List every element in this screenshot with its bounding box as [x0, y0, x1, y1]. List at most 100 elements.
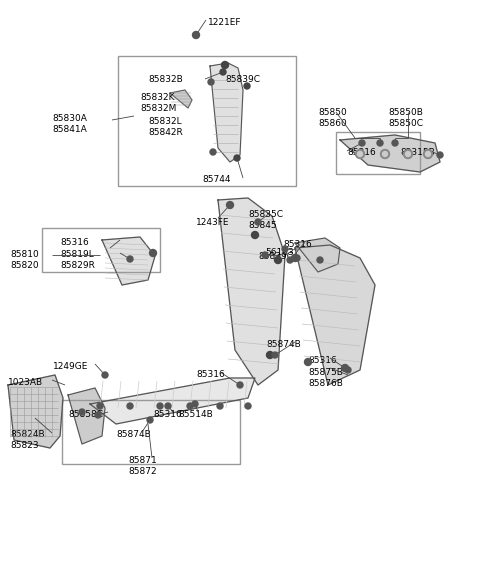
Circle shape: [234, 155, 240, 161]
Text: 85829R: 85829R: [60, 261, 95, 270]
Polygon shape: [170, 90, 192, 108]
Circle shape: [227, 202, 233, 209]
Polygon shape: [295, 238, 340, 272]
Circle shape: [217, 403, 223, 409]
Text: 82315B: 82315B: [400, 148, 435, 157]
Text: 1221EF: 1221EF: [208, 18, 241, 27]
Circle shape: [404, 150, 412, 158]
Circle shape: [208, 79, 214, 85]
Circle shape: [291, 254, 299, 261]
Polygon shape: [8, 375, 63, 448]
Text: 1249GE: 1249GE: [53, 362, 88, 371]
Circle shape: [341, 365, 348, 372]
Text: 85839C: 85839C: [258, 252, 293, 261]
Text: 85858C: 85858C: [68, 410, 103, 419]
Text: 85316: 85316: [283, 240, 312, 249]
Text: 85835C: 85835C: [248, 210, 283, 219]
Text: 1243FE: 1243FE: [196, 218, 229, 227]
Circle shape: [192, 401, 198, 407]
Circle shape: [97, 403, 103, 409]
Text: 85514B: 85514B: [178, 410, 213, 419]
Text: 85744: 85744: [202, 175, 230, 184]
Circle shape: [437, 152, 443, 158]
Text: 85871: 85871: [128, 456, 157, 465]
Circle shape: [192, 31, 200, 39]
Circle shape: [255, 219, 261, 225]
Circle shape: [406, 151, 410, 157]
Text: 85850: 85850: [318, 108, 347, 117]
Circle shape: [377, 140, 383, 146]
Text: 85875B: 85875B: [308, 368, 343, 377]
Text: 85850B: 85850B: [388, 108, 423, 117]
Circle shape: [304, 358, 312, 365]
Circle shape: [275, 257, 281, 264]
Text: 56183: 56183: [265, 248, 294, 257]
Bar: [62, 400, 240, 464]
Text: 85830A: 85830A: [52, 114, 87, 123]
Circle shape: [317, 257, 323, 263]
Polygon shape: [102, 237, 155, 285]
Text: 85832B: 85832B: [148, 75, 183, 84]
Text: 85842R: 85842R: [148, 128, 183, 137]
Text: 85316: 85316: [347, 148, 376, 157]
Circle shape: [383, 151, 387, 157]
Circle shape: [102, 372, 108, 378]
Bar: [42, 228, 160, 272]
Text: 85860: 85860: [318, 119, 347, 128]
Circle shape: [237, 382, 243, 388]
Circle shape: [287, 257, 293, 263]
Circle shape: [266, 351, 274, 358]
Text: 85839C: 85839C: [225, 75, 260, 84]
Circle shape: [244, 83, 250, 89]
Circle shape: [282, 246, 288, 252]
Text: 85823: 85823: [10, 441, 38, 450]
Text: 85819L: 85819L: [60, 250, 94, 259]
Text: 1023AB: 1023AB: [8, 378, 43, 387]
Circle shape: [294, 255, 300, 261]
Circle shape: [245, 403, 251, 409]
Circle shape: [147, 417, 153, 423]
Circle shape: [221, 61, 228, 69]
Circle shape: [149, 250, 156, 257]
Circle shape: [423, 150, 432, 158]
Text: 85316: 85316: [153, 410, 182, 419]
Circle shape: [210, 149, 216, 155]
Circle shape: [127, 256, 133, 262]
Circle shape: [358, 151, 362, 157]
Text: 85872: 85872: [128, 467, 156, 476]
Circle shape: [262, 252, 268, 258]
Circle shape: [272, 352, 278, 358]
Text: 85820: 85820: [10, 261, 38, 270]
Bar: [118, 56, 296, 186]
Circle shape: [345, 367, 351, 373]
Text: 85316: 85316: [196, 370, 225, 379]
Polygon shape: [68, 388, 105, 444]
Circle shape: [356, 150, 364, 158]
Polygon shape: [90, 378, 255, 424]
Polygon shape: [295, 245, 375, 385]
Text: 85810: 85810: [10, 250, 39, 259]
Circle shape: [381, 150, 389, 158]
Circle shape: [95, 412, 101, 418]
Text: 85841A: 85841A: [52, 125, 87, 134]
Circle shape: [157, 403, 163, 409]
Circle shape: [359, 140, 365, 146]
Text: 85316: 85316: [60, 238, 89, 247]
Text: 85832M: 85832M: [140, 104, 176, 113]
Text: 85850C: 85850C: [388, 119, 423, 128]
Circle shape: [220, 69, 226, 75]
Text: 85874B: 85874B: [266, 340, 301, 349]
Polygon shape: [218, 198, 285, 385]
Circle shape: [425, 151, 431, 157]
Circle shape: [127, 403, 133, 409]
Circle shape: [165, 403, 171, 409]
Polygon shape: [340, 135, 440, 172]
Text: 85832K: 85832K: [140, 93, 175, 102]
Text: 85876B: 85876B: [308, 379, 343, 388]
Text: 85845: 85845: [248, 221, 276, 230]
Bar: [336, 132, 420, 174]
Text: 85874B: 85874B: [116, 430, 151, 439]
Text: 85824B: 85824B: [10, 430, 45, 439]
Text: 85832L: 85832L: [148, 117, 181, 126]
Circle shape: [79, 409, 85, 415]
